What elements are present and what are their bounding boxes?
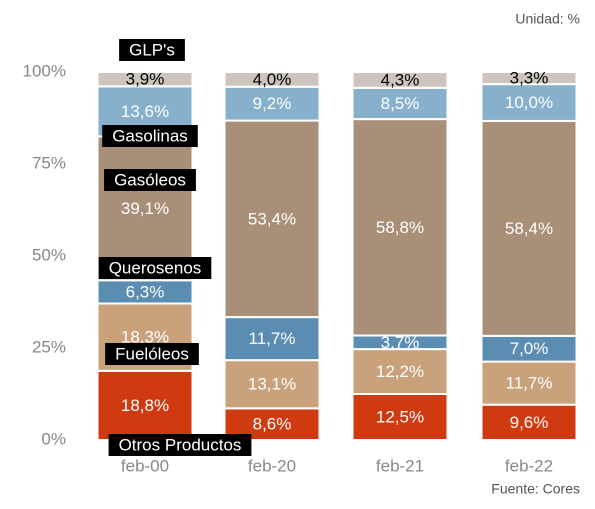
value-label: 9,6% [510, 413, 549, 432]
value-label: 10,0% [505, 93, 553, 112]
y-tick-label: 50% [32, 245, 66, 264]
y-tick-label: 25% [32, 337, 66, 356]
bar-segment [223, 85, 321, 122]
value-label: 13,6% [121, 102, 169, 121]
source-note: Fuente: Cores [491, 481, 580, 497]
bar-segment [96, 369, 194, 442]
value-label: 58,4% [505, 219, 553, 238]
bar-segment [480, 403, 578, 441]
bar-segment [96, 135, 194, 282]
x-tick-label: feb-21 [376, 456, 424, 475]
legend-box [104, 169, 196, 191]
value-label: 9,2% [253, 94, 292, 113]
bar-segment [351, 71, 449, 89]
value-label: 58,8% [376, 218, 424, 237]
value-label: 11,7% [249, 329, 296, 348]
unit-note: Unidad: % [515, 11, 580, 27]
legend-box [119, 39, 185, 61]
legend-box [108, 434, 252, 456]
legend-box [98, 257, 212, 279]
legend-box [102, 125, 198, 147]
value-label: 8,5% [381, 94, 420, 113]
value-label: 12,5% [376, 407, 424, 426]
value-label: 3,3% [510, 69, 549, 88]
value-label: 7,0% [510, 339, 549, 358]
x-tick-label: feb-20 [248, 456, 296, 475]
value-label: 3,9% [126, 70, 165, 89]
legend-label: Querosenos [109, 258, 202, 277]
bar-segment [480, 334, 578, 363]
value-label: 4,3% [381, 70, 420, 89]
value-label: 3,7% [381, 333, 420, 352]
bar-segment [480, 83, 578, 122]
value-label: 13,1% [248, 375, 296, 394]
legend-label: Gasóleos [114, 170, 186, 189]
value-label: 11,7% [506, 374, 553, 393]
value-label: 4,0% [253, 70, 292, 89]
y-tick-label: 0% [41, 429, 66, 448]
value-label: 8,6% [253, 415, 292, 434]
y-tick-label: 75% [32, 153, 66, 172]
legend-label: Otros Productos [119, 435, 242, 454]
value-label: 6,3% [126, 282, 165, 301]
bar-segment [480, 71, 578, 86]
bar-segment [480, 360, 578, 406]
y-tick-label: 100% [23, 61, 66, 80]
bar-segment [351, 348, 449, 396]
value-label: 39,1% [121, 199, 169, 218]
legend-label: Gasolinas [112, 126, 188, 145]
x-tick-label: feb-00 [121, 456, 169, 475]
bar-segment [480, 119, 578, 337]
value-label: 53,4% [248, 209, 296, 228]
value-label: 18,3% [121, 328, 169, 347]
bar-segment [223, 316, 321, 362]
legend-box [105, 343, 199, 365]
bar-segment [351, 118, 449, 337]
bar-segment [223, 71, 321, 88]
legend-label: Fuelóleos [115, 344, 189, 363]
value-label: 12,2% [376, 362, 424, 381]
legend-label: GLP's [129, 40, 175, 59]
bar-segment [223, 359, 321, 410]
bar-segment [96, 71, 194, 88]
value-label: 18,8% [121, 396, 169, 415]
x-tick-label: feb-22 [505, 456, 553, 475]
bar-segment [223, 119, 321, 319]
